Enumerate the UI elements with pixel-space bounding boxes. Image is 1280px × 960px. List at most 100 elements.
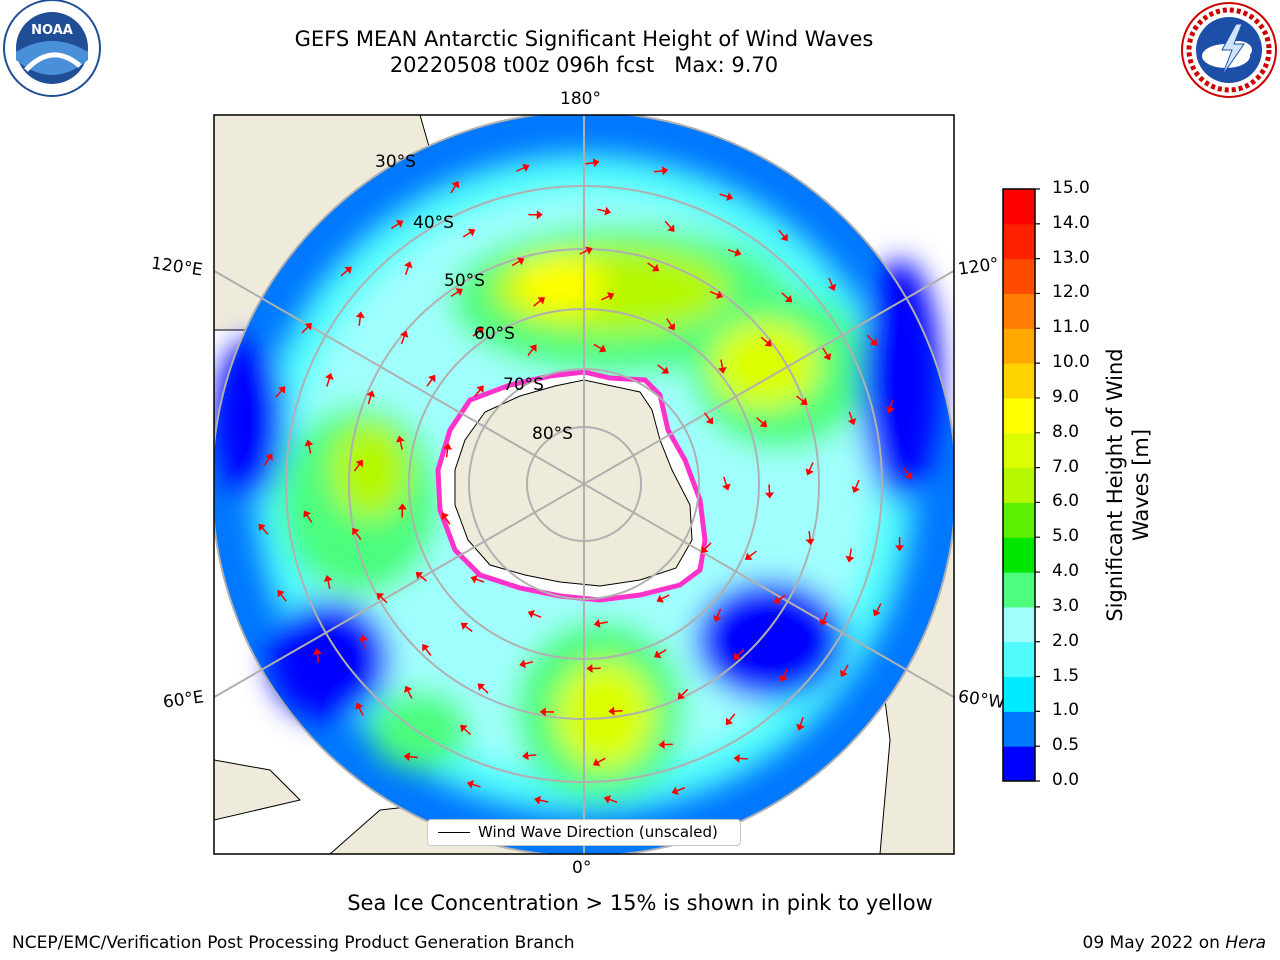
arrow-head <box>399 330 409 338</box>
wave-direction-arrow <box>407 690 413 699</box>
arrow-head <box>323 574 333 582</box>
colorbar-band <box>1003 502 1035 538</box>
arrow-head <box>654 650 662 658</box>
arrow-head <box>726 192 734 201</box>
arrow-head <box>516 257 525 266</box>
arrow-head <box>869 338 878 346</box>
wave-direction-arrow <box>848 411 854 421</box>
wave-direction-arrow <box>709 290 719 296</box>
wave-direction-arrow <box>601 295 610 301</box>
land-madagascar <box>214 759 301 821</box>
arrow-head <box>519 659 526 669</box>
arrow-head <box>585 246 593 255</box>
wave-direction-arrow <box>480 686 489 694</box>
arrow-head <box>366 390 376 398</box>
arrow-head <box>604 206 612 216</box>
colorbar <box>1002 188 1040 782</box>
wave-direction-arrow <box>647 262 656 269</box>
colorbar-band <box>1003 258 1035 294</box>
arrow-head <box>376 592 385 601</box>
wave-direction-arrow <box>828 277 834 287</box>
arrow-head <box>733 652 742 660</box>
wave-direction-arrow <box>782 668 788 678</box>
colorbar-tick-label: 11.0 <box>1052 317 1090 338</box>
wave-direction-arrow <box>676 787 686 792</box>
arrow-head <box>586 663 593 673</box>
arrow-head <box>303 510 311 518</box>
arrow-head <box>658 740 665 750</box>
wave-direction-arrow <box>472 330 481 337</box>
wave-direction-arrow <box>658 649 667 656</box>
arrow-head <box>886 406 895 414</box>
wave-direction-arrow <box>474 389 481 397</box>
arrow-head <box>608 706 615 716</box>
colorbar-band <box>1003 572 1035 608</box>
arrow-head <box>733 753 740 763</box>
colorbar-tick-label: 10.0 <box>1052 352 1090 373</box>
wave-direction-arrow <box>326 377 331 387</box>
colorbar-tick-label: 5.0 <box>1052 526 1080 547</box>
arrow-head <box>828 283 837 291</box>
wave-direction-arrow <box>738 757 748 760</box>
arrow-head <box>422 643 430 652</box>
wave-direction-arrow <box>263 457 271 466</box>
legend-label: Wind Wave Direction (unscaled) <box>478 823 718 841</box>
wave-direction-arrow <box>307 444 312 454</box>
wave-direction-arrow <box>424 647 432 656</box>
arrow-head <box>805 468 814 476</box>
colorbar-band <box>1003 606 1035 643</box>
arrow-head <box>522 751 529 761</box>
arrow-head <box>304 322 312 331</box>
arrow-head <box>847 417 857 426</box>
arrow-head <box>895 545 905 552</box>
wave-direction-arrow <box>404 265 410 275</box>
wave-direction-arrow <box>680 688 689 697</box>
wave-direction-arrow <box>593 343 603 350</box>
wave-direction-arrow <box>539 799 549 803</box>
wave-direction-arrow <box>532 613 542 618</box>
colorbar-band <box>1003 293 1035 329</box>
colorbar-band <box>1003 467 1035 503</box>
arrow-head <box>395 220 404 228</box>
colorbar-tick-label: 0.0 <box>1052 770 1080 790</box>
arrow-head <box>667 224 675 232</box>
wave-direction-arrow <box>822 612 828 622</box>
wave-direction-arrow <box>704 542 712 550</box>
arrow-head <box>759 419 768 428</box>
arrow-head <box>765 492 775 499</box>
arrow-head <box>796 723 805 731</box>
footer-org: NCEP/EMC/Verification Post Processing Pr… <box>12 933 575 953</box>
colorbar-band <box>1003 746 1035 782</box>
wave-direction-arrow <box>597 208 607 213</box>
arrow-head <box>539 707 546 717</box>
colorbar-tick-label: 7.0 <box>1052 456 1080 477</box>
arrow-head <box>355 311 365 319</box>
arrow-head <box>819 618 828 626</box>
colorbar-band <box>1003 397 1035 434</box>
colorbar-band <box>1003 641 1035 678</box>
colorbar-tick-label: 14.0 <box>1052 212 1090 233</box>
wave-direction-arrow <box>781 292 789 300</box>
arrow-head <box>667 322 676 331</box>
arrow-head <box>800 397 808 405</box>
wave-direction-arrow <box>354 531 362 540</box>
arrow-head <box>534 795 541 805</box>
arrow-head <box>265 453 273 461</box>
wave-direction-arrow <box>728 713 736 722</box>
arrow-head <box>845 555 855 563</box>
arrow-head <box>451 181 460 189</box>
wave-direction-arrow <box>261 527 269 535</box>
arrow-head <box>325 372 334 380</box>
arrow-head <box>606 292 615 301</box>
wave-direction-arrow <box>340 269 349 277</box>
wave-direction-arrow <box>585 161 595 165</box>
wave-direction-arrow <box>445 448 449 458</box>
arrow-head <box>661 366 669 374</box>
colorbar-tick-label: 1.0 <box>1052 700 1080 721</box>
arrow-head <box>872 608 881 617</box>
arrow-head <box>527 610 535 619</box>
wind-wave-arrows <box>258 158 913 805</box>
arrow-head <box>661 166 669 176</box>
arrow-head <box>840 669 848 677</box>
